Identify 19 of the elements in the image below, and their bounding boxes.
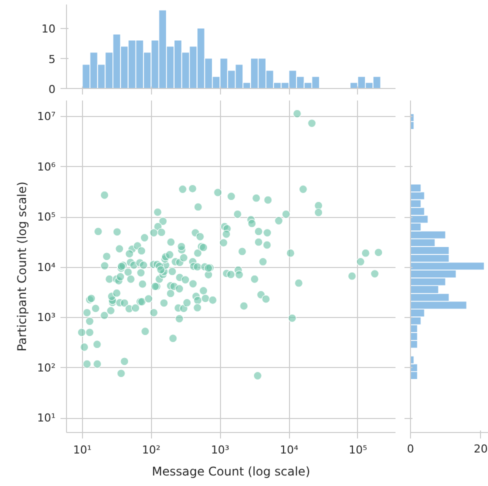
x-tick-label: 10¹: [73, 444, 92, 456]
y-tick-label: 10⁴: [37, 260, 56, 274]
x-tick-label: 10²: [142, 444, 160, 456]
y-tick-label: 10³: [37, 311, 56, 324]
x-tick-label: 10⁴: [280, 444, 299, 456]
y-tick-label: 10⁶: [37, 160, 56, 174]
y-axis-title: Participant Count (log scale): [15, 182, 30, 352]
y-tick-label: 10⁷: [37, 110, 56, 124]
y-tick-label: 10: [42, 22, 56, 36]
x-tick-label: 10³: [210, 444, 230, 456]
y-tick-label: 10²: [37, 361, 56, 374]
y-tick-label: 0: [48, 83, 56, 96]
x-tick-label: 0: [407, 442, 414, 456]
x-tick-label: 10⁵: [348, 444, 368, 456]
x-axis-title: Message Count (log scale): [152, 464, 310, 478]
y-tick-label: 10¹: [37, 412, 56, 425]
y-tick-label: 10⁵: [37, 210, 56, 224]
y-tick-label: 5: [48, 52, 56, 66]
x-tick-label: 20: [474, 442, 488, 456]
